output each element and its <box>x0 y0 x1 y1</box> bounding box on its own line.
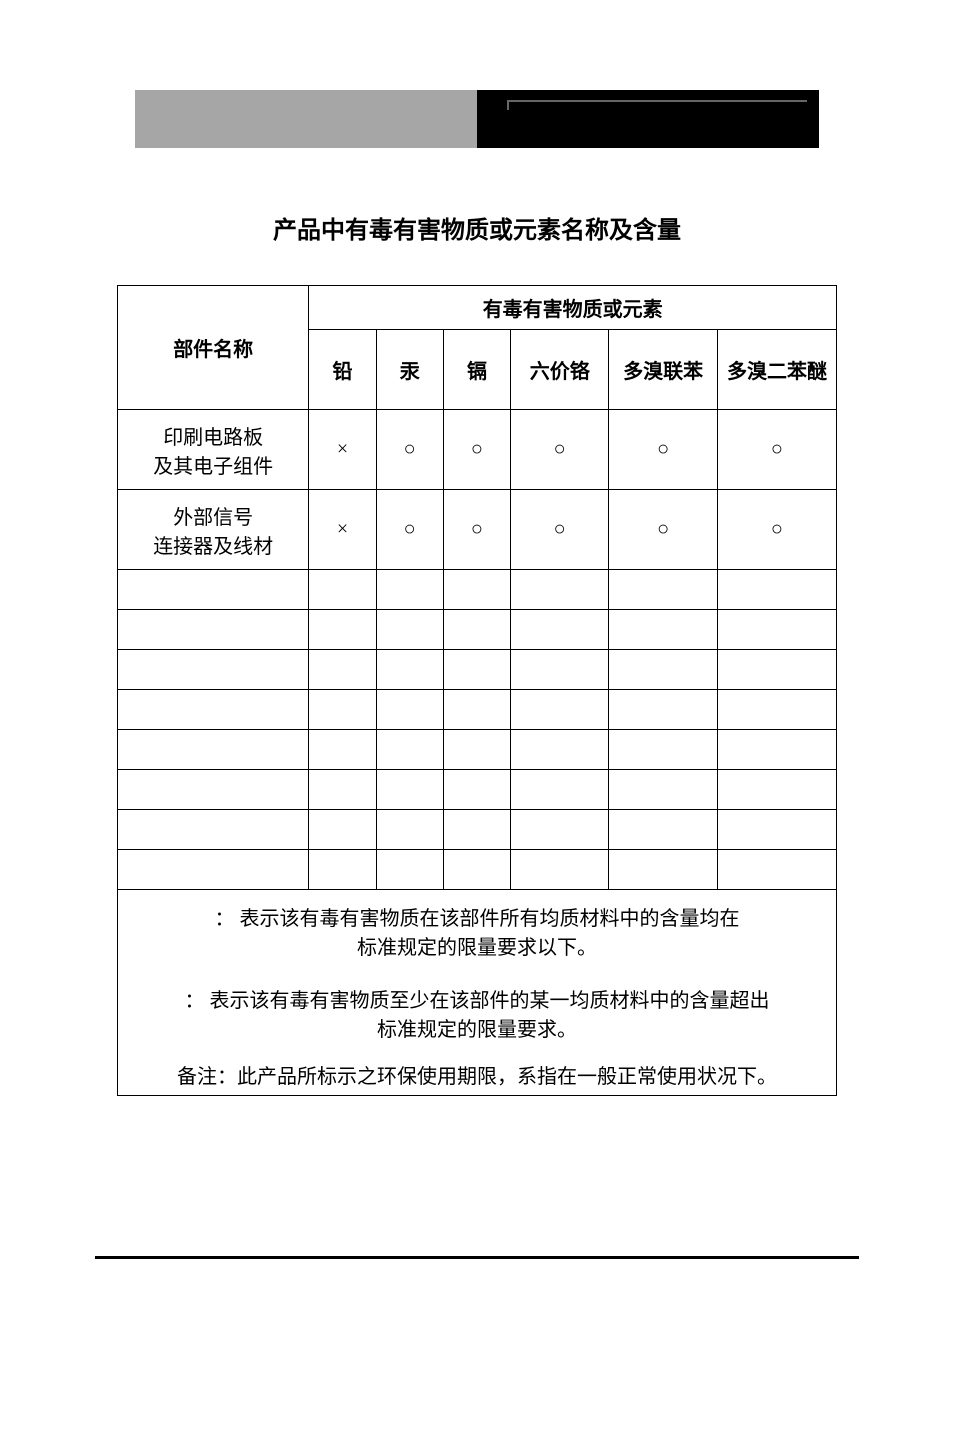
note-cross-line2: 标准规定的限量要求。 <box>120 1013 834 1042</box>
table-row-blank <box>118 610 837 650</box>
document-page: 产品中有毒有害物质或元素名称及含量 部件名称 有毒有害物质或元素 铅 汞 镉 六… <box>0 0 954 1434</box>
table-row-blank <box>118 850 837 890</box>
col-header-cd: 镉 <box>443 330 510 410</box>
header-inset-mark <box>507 100 807 110</box>
cell-pbde: ○ <box>717 490 836 570</box>
note-circle: ： 表示该有毒有害物质在该部件所有均质材料中的含量均在 标准规定的限量要求以下。 <box>120 896 834 966</box>
cell-pbb: ○ <box>609 490 718 570</box>
col-header-hg: 汞 <box>376 330 443 410</box>
table-row-blank <box>118 570 837 610</box>
part-name-cell: 外部信号 连接器及线材 <box>118 490 309 570</box>
table-row-blank <box>118 730 837 770</box>
table-row: 外部信号 连接器及线材 × ○ ○ ○ ○ ○ <box>118 490 837 570</box>
cell-cr6: ○ <box>511 410 609 490</box>
part-name-line2: 及其电子组件 <box>120 450 306 479</box>
cell-hg: ○ <box>376 490 443 570</box>
cell-pbde: ○ <box>717 410 836 490</box>
note-row-remark: 备注：此产品所标示之环保使用期限，系指在一般正常使用状况下。 <box>118 1054 837 1096</box>
table-row-blank <box>118 810 837 850</box>
cell-cd: ○ <box>443 490 510 570</box>
hazardous-substances-table-wrap: 部件名称 有毒有害物质或元素 铅 汞 镉 六价铬 多溴联苯 多溴二苯醚 印刷电路… <box>117 285 837 1096</box>
part-name-line1: 外部信号 <box>120 501 306 530</box>
col-header-pb: 铅 <box>309 330 376 410</box>
note-row-circle: ： 表示该有毒有害物质在该部件所有均质材料中的含量均在 标准规定的限量要求以下。 <box>118 890 837 973</box>
cell-pbb: ○ <box>609 410 718 490</box>
footer-horizontal-rule <box>95 1256 859 1259</box>
note-cross-prefix: ： <box>185 990 205 1012</box>
note-circle-line1: 表示该有毒有害物质在该部件所有均质材料中的含量均在 <box>240 908 740 930</box>
note-cross: ： 表示该有毒有害物质至少在该部件的某一均质材料中的含量超出 标准规定的限量要求… <box>120 978 834 1048</box>
col-header-super: 有毒有害物质或元素 <box>309 286 837 330</box>
cell-cr6: ○ <box>511 490 609 570</box>
note-remark: 备注：此产品所标示之环保使用期限，系指在一般正常使用状况下。 <box>120 1060 834 1089</box>
header-band-left <box>135 90 477 148</box>
col-header-pbb: 多溴联苯 <box>609 330 718 410</box>
table-row-blank <box>118 770 837 810</box>
col-header-cr6: 六价铬 <box>511 330 609 410</box>
part-name-line2: 连接器及线材 <box>120 530 306 559</box>
note-cross-line1: 表示该有毒有害物质至少在该部件的某一均质材料中的含量超出 <box>210 990 770 1012</box>
document-title: 产品中有毒有害物质或元素名称及含量 <box>95 210 859 245</box>
cell-pb: × <box>309 410 376 490</box>
hazardous-substances-table: 部件名称 有毒有害物质或元素 铅 汞 镉 六价铬 多溴联苯 多溴二苯醚 印刷电路… <box>117 285 837 1096</box>
note-row-cross: ： 表示该有毒有害物质至少在该部件的某一均质材料中的含量超出 标准规定的限量要求… <box>118 972 837 1054</box>
table-row: 印刷电路板 及其电子组件 × ○ ○ ○ ○ ○ <box>118 410 837 490</box>
cell-pb: × <box>309 490 376 570</box>
table-row-blank <box>118 650 837 690</box>
col-header-pbde: 多溴二苯醚 <box>717 330 836 410</box>
cell-hg: ○ <box>376 410 443 490</box>
header-band-right <box>477 90 819 148</box>
cell-cd: ○ <box>443 410 510 490</box>
note-circle-prefix: ： <box>215 908 235 930</box>
part-name-cell: 印刷电路板 及其电子组件 <box>118 410 309 490</box>
part-name-line1: 印刷电路板 <box>120 421 306 450</box>
col-header-part: 部件名称 <box>118 286 309 410</box>
table-row-blank <box>118 690 837 730</box>
note-circle-line2: 标准规定的限量要求以下。 <box>120 931 834 960</box>
header-band <box>135 90 819 148</box>
